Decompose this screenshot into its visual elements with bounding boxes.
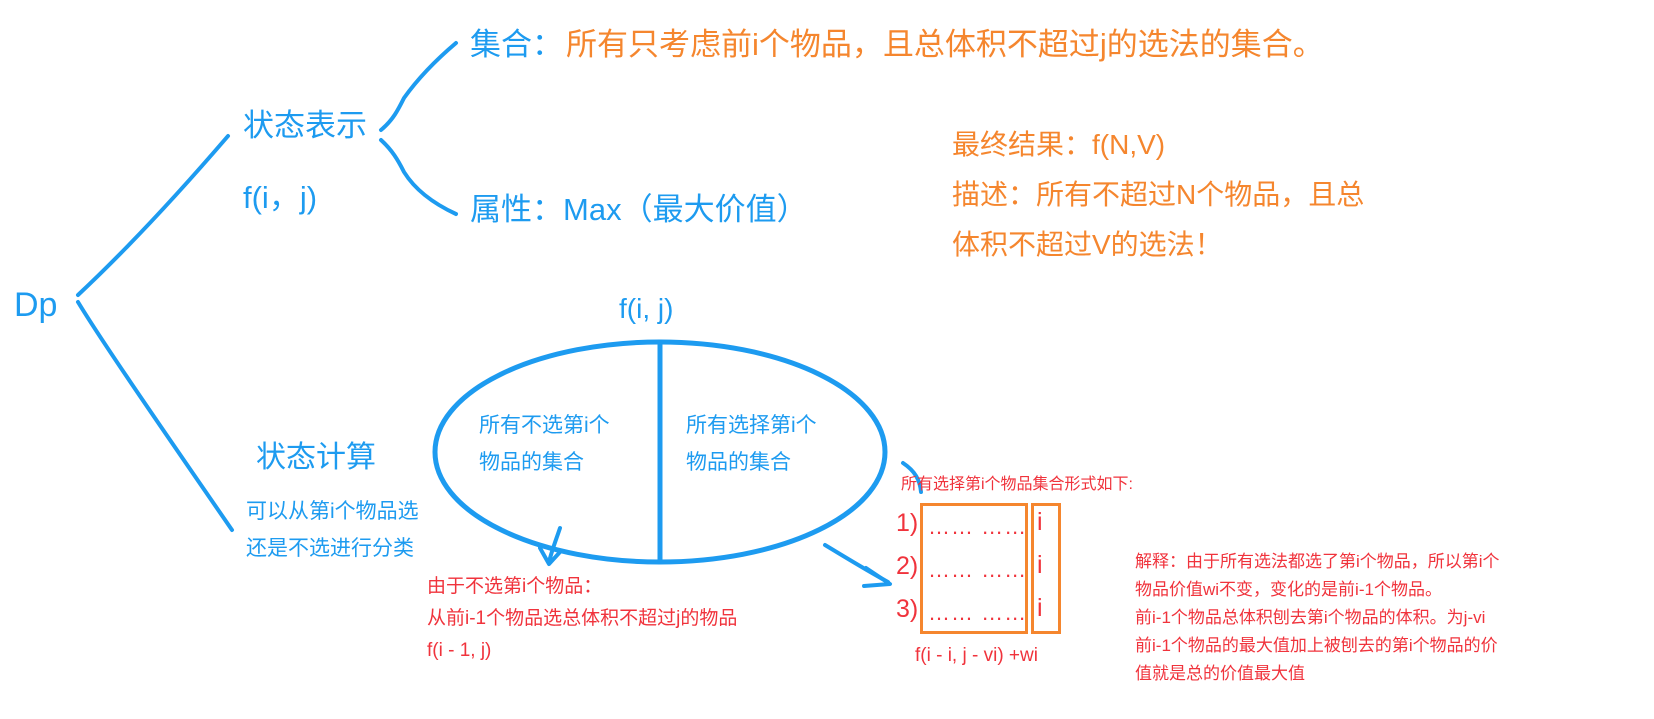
chosen-row-cell-2: i [1037,551,1043,579]
label-attribute: 属性：Max（最大价值） [470,192,808,227]
edge-dp-to-calc [76,300,234,532]
edge-dp-to-state [76,134,230,297]
chosen-panel-box-ith-item [1031,503,1061,634]
final-result-line2: 描述：所有不超过N个物品，且总 [952,179,1365,210]
venn-right-label-line2: 物品的集合 [686,451,791,474]
final-result-line1: 最终结果：f(N,V) [952,129,1166,160]
chosen-panel-formula: f(i - i, j - vi) +wi [915,645,1038,666]
not-chosen-note-line3: f(i - 1, j) [427,640,492,661]
explanation-line3: 前i-1个物品总体积刨去第i个物品的体积。为j-vi [1135,608,1486,627]
explanation-line4: 前i-1个物品的最大值加上被刨去的第i个物品的价 [1135,636,1498,655]
label-set: 集合： [470,27,563,62]
explanation-line2: 物品价值wi不变，变化的是前i-1个物品。 [1135,580,1442,599]
node-state-representation-function: f(i，j) [243,180,318,215]
arrow-right-branch [823,543,890,584]
not-chosen-note-line2: 从前i-1个物品选总体积不超过j的物品 [427,608,738,629]
arrow-right-branch-head [862,566,892,588]
arrow-left-branch-head [538,546,562,566]
node-dp: Dp [14,286,58,324]
arrow-left-branch [547,526,562,564]
chosen-row-index-1: 1) [896,509,919,537]
venn-left-label-line2: 物品的集合 [479,451,584,474]
chosen-row-dots-2: …… …… [928,557,1028,582]
explanation-line1: 解释：由于所有选法都选了第i个物品，所以第i个 [1135,552,1500,571]
chosen-row-index-3: 3) [896,595,919,623]
node-state-representation-title: 状态表示 [243,108,367,143]
chosen-row-cell-1: i [1037,508,1043,536]
node-state-computation-title: 状态计算 [256,441,376,474]
value-set-description: 所有只考虑前i个物品，且总体积不超过j的选法的集合。 [566,27,1324,62]
chosen-panel-header: 所有选择第i个物品集合形式如下: [901,476,1134,493]
edge-state-to-attr [379,138,458,216]
chosen-row-cell-3: i [1037,594,1043,622]
chosen-row-dots-3: …… …… [928,600,1028,625]
final-result-line3: 体积不超过V的选法！ [952,229,1223,260]
not-chosen-note-line1: 由于不选第i个物品： [427,576,603,597]
chosen-panel-box-items [920,503,1028,634]
chosen-row-dots-1: …… …… [928,514,1028,539]
edge-state-to-set [379,41,458,132]
venn-right-label-line1: 所有选择第i个 [686,414,817,437]
venn-left-label-line1: 所有不选第i个 [479,414,610,437]
explanation-line5: 值就是总的价值最大值 [1135,664,1305,683]
venn-title: f(i, j) [619,293,674,324]
node-state-computation-note-line1: 可以从第i个物品选 [246,500,419,523]
chosen-row-index-2: 2) [896,552,919,580]
node-state-computation-note-line2: 还是不选进行分类 [246,537,414,560]
